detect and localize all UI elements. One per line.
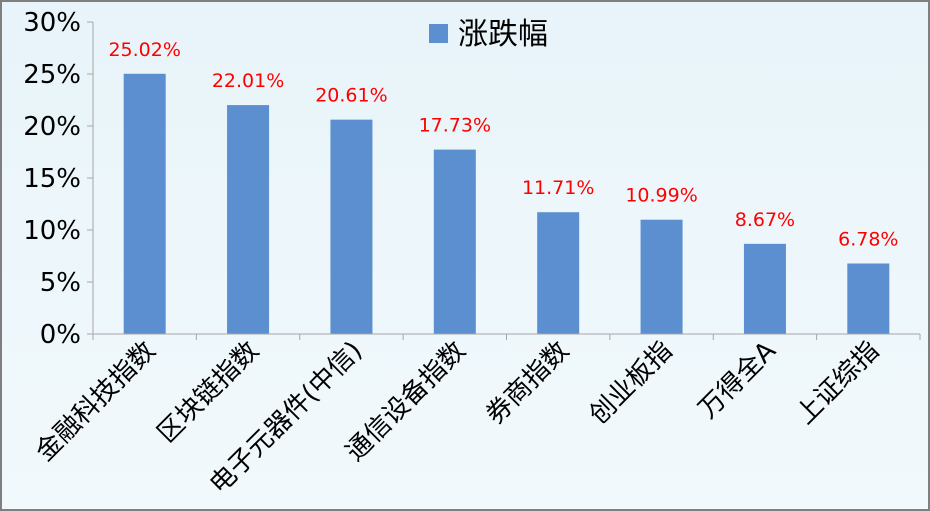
y-tick-label: 15% [23, 164, 81, 194]
bar [640, 219, 683, 334]
bar [847, 263, 890, 334]
y-tick-label: 30% [23, 8, 81, 38]
data-label: 20.61% [315, 85, 387, 107]
bar [330, 119, 373, 334]
category-label: 券商指数 [480, 336, 575, 431]
bar [227, 105, 270, 334]
data-label: 10.99% [625, 185, 697, 207]
data-label: 11.71% [522, 177, 594, 199]
bar [743, 243, 786, 334]
category-label: 区块链指数 [152, 336, 265, 449]
data-label: 6.78% [838, 228, 898, 250]
category-label: 万得全A [693, 336, 782, 425]
legend-swatch [429, 24, 448, 43]
bar [537, 212, 580, 334]
bar [433, 149, 476, 334]
y-tick-label: 5% [40, 268, 81, 298]
legend: 涨跌幅 [429, 17, 548, 52]
y-tick-label: 25% [23, 60, 81, 90]
legend-label: 涨跌幅 [458, 17, 548, 52]
category-label: 上证综指 [790, 336, 885, 431]
bar [123, 73, 166, 335]
data-label: 22.01% [212, 70, 284, 92]
y-tick-label: 20% [23, 112, 81, 142]
category-label: 金融科技指数 [30, 336, 162, 468]
y-tick-label: 0% [40, 320, 81, 350]
data-label: 17.73% [419, 115, 491, 137]
y-tick-label: 10% [23, 216, 81, 246]
data-label: 25.02% [108, 39, 180, 61]
data-label: 8.67% [735, 209, 795, 231]
category-label: 创业板指 [584, 336, 679, 431]
